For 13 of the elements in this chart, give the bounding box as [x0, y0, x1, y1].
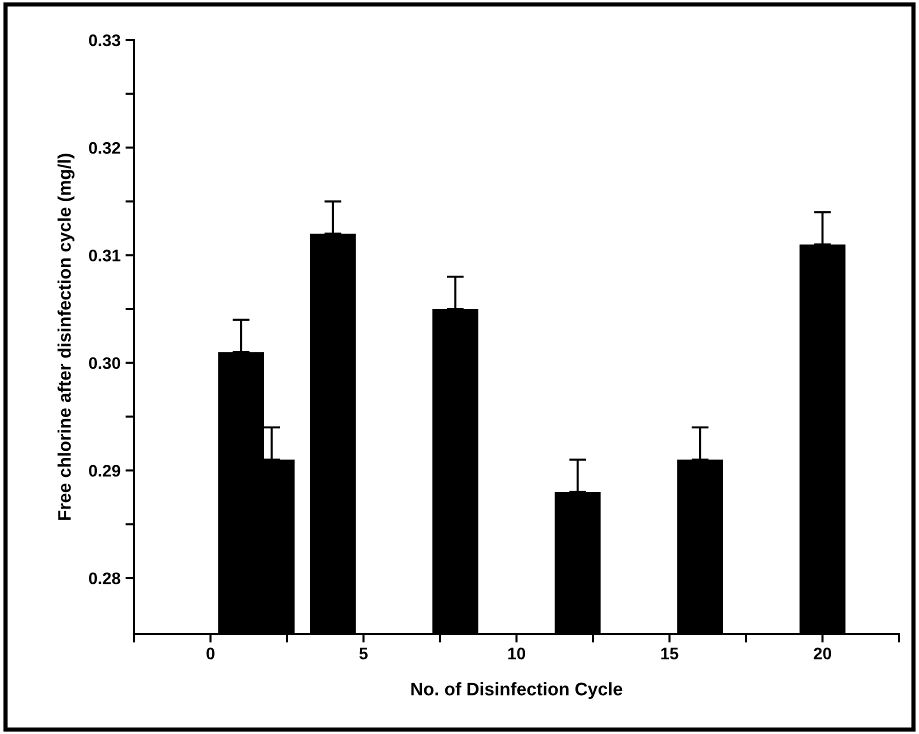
y-tick-label: 0.28 [89, 572, 120, 584]
x-tick-label: 10 [508, 648, 526, 660]
y-tick-label: 0.29 [89, 464, 120, 477]
x-tick-label: 20 [814, 648, 832, 660]
y-tick-label: 0.30 [89, 357, 120, 370]
y-tick-label: 0.31 [89, 250, 120, 262]
y-tick-label: 0.32 [89, 142, 120, 154]
x-tick-label: 15 [661, 648, 678, 660]
x-axis-title: No. of Disinfection Cycle [411, 682, 622, 700]
x-tick-label: 5 [359, 648, 368, 660]
y-axis-title: Free chlorine after disinfection cycle (mg/l) [58, 154, 74, 520]
y-tick-label: 0.33 [89, 34, 120, 46]
x-tick-label: 0 [206, 648, 214, 660]
